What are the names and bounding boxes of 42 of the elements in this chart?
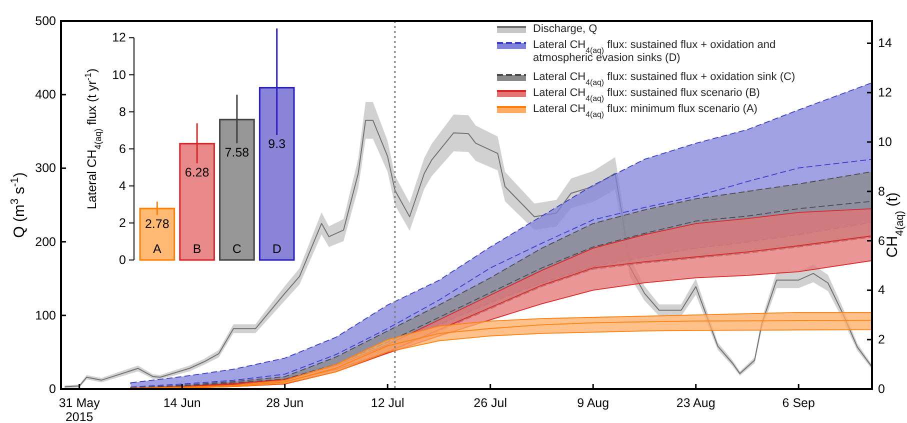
x-tick-label: 28 Jun: [266, 396, 304, 410]
y-tick-label: 8: [119, 104, 126, 119]
y2-tick-label: 6: [878, 234, 885, 248]
y2-tick-label: 10: [878, 135, 892, 150]
x-tick-label: 23 Aug: [676, 396, 716, 410]
y-tick-label: 400: [35, 88, 56, 102]
legend-label: Lateral CH$_{4(aq)}$ flux: sustained flux + oxidation and atmospheric evasion sinks (D): [533, 39, 776, 64]
y-tick-label: 6: [119, 142, 126, 156]
data-label: 7.58: [224, 145, 250, 160]
y-tick-label: 100: [35, 308, 56, 322]
y-tick-label: 0: [119, 253, 126, 267]
x-tick-label: 26 Jul: [474, 396, 508, 410]
x-tick-label: 12 Jul: [370, 396, 404, 410]
y-tick-label: 4: [119, 178, 126, 193]
legend-label: Lateral CH$_{4(aq)}$ flux: sustained flux + oxidation sink (C): [533, 71, 796, 86]
y2-tick-label: 14: [878, 36, 892, 50]
y2-tick-label: 0: [878, 382, 885, 396]
data-label: 9.3: [268, 136, 286, 151]
x-tick-label: 31 May 2015: [58, 396, 101, 423]
legend-label: Discharge, Q: [533, 23, 598, 35]
x-tick-label: A: [152, 242, 162, 256]
legend-label: Lateral CH$_{4(aq)}$ flux: sustained flux scenario (B): [533, 87, 760, 102]
y-tick-label: 500: [35, 14, 56, 28]
data-label: 2.78: [144, 216, 170, 231]
x-tick-label: C: [232, 242, 242, 256]
y-tick-label: 200: [35, 234, 56, 249]
y-tick-label: 300: [35, 161, 56, 176]
data-label: 6.28: [184, 165, 210, 180]
y2-tick-label: 4: [878, 283, 885, 298]
y-tick-label: 10: [112, 68, 126, 82]
legend-label: Lateral CH$_{4(aq)}$ flux: minimum flux scenario (A): [533, 103, 758, 118]
x-tick-label: 14 Jun: [163, 396, 201, 410]
x-tick-label: B: [192, 242, 202, 256]
y-tick-label: 0: [49, 382, 56, 396]
y2-tick-label: 12: [878, 86, 892, 100]
y2-tick-label: 2: [878, 332, 885, 347]
x-tick-label: D: [272, 242, 282, 256]
x-tick-label: 6 Sep: [782, 396, 815, 410]
y-tick-label: 12: [112, 30, 126, 45]
y2-tick-label: 8: [878, 184, 885, 198]
y-tick-label: 2: [119, 216, 126, 230]
x-tick-label: 9 Aug: [577, 396, 610, 410]
